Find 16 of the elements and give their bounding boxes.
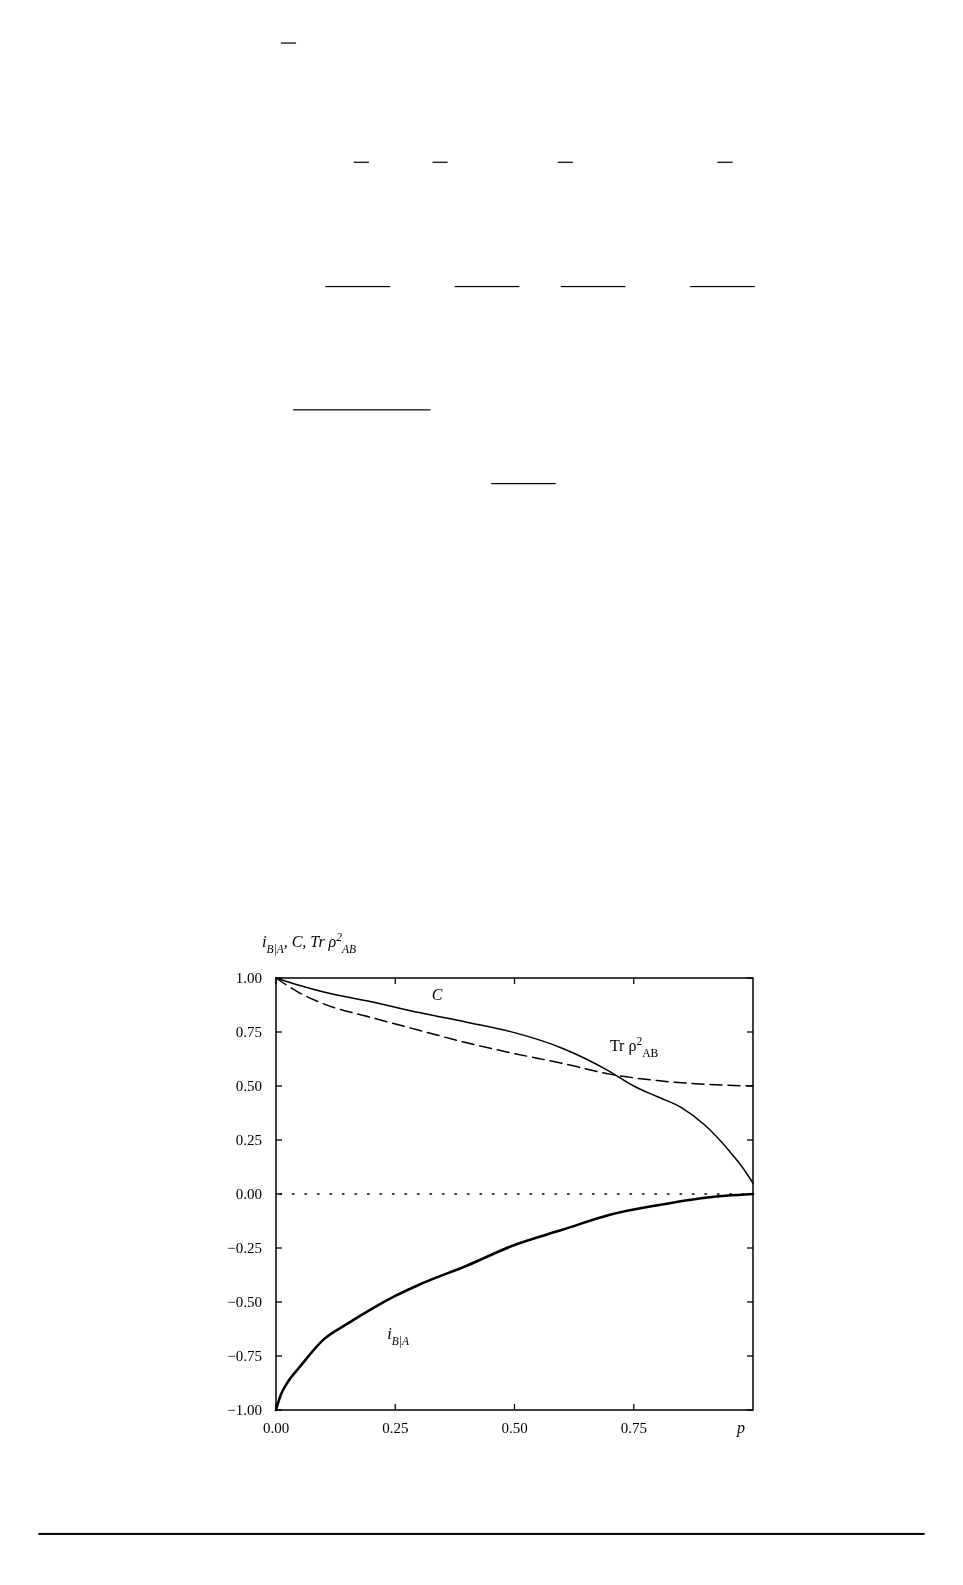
x-tick-label: 0.00: [262, 1420, 290, 1436]
x-tick-label: 0.75: [620, 1420, 647, 1436]
y-tick-label: 0.25: [235, 1132, 262, 1148]
y-tick-label: −0.50: [227, 1294, 262, 1310]
series-label: C: [431, 986, 443, 1004]
y-tick-label: 0.50: [235, 1078, 262, 1094]
x-axis-title: p: [736, 1419, 745, 1437]
y-tick-label: −1.00: [227, 1402, 262, 1418]
y-tick-label: 1.00: [235, 970, 262, 986]
x-tick-label: 0.50: [501, 1420, 528, 1436]
y-tick-label: 0.00: [235, 1186, 262, 1202]
y-tick-label: −0.25: [227, 1240, 262, 1256]
x-tick-label: 0.25: [382, 1420, 409, 1436]
series-label: i$_{B|A}$: [387, 1324, 410, 1348]
y-tick-label: 0.75: [235, 1024, 262, 1040]
y-tick-label: −0.75: [227, 1348, 262, 1364]
